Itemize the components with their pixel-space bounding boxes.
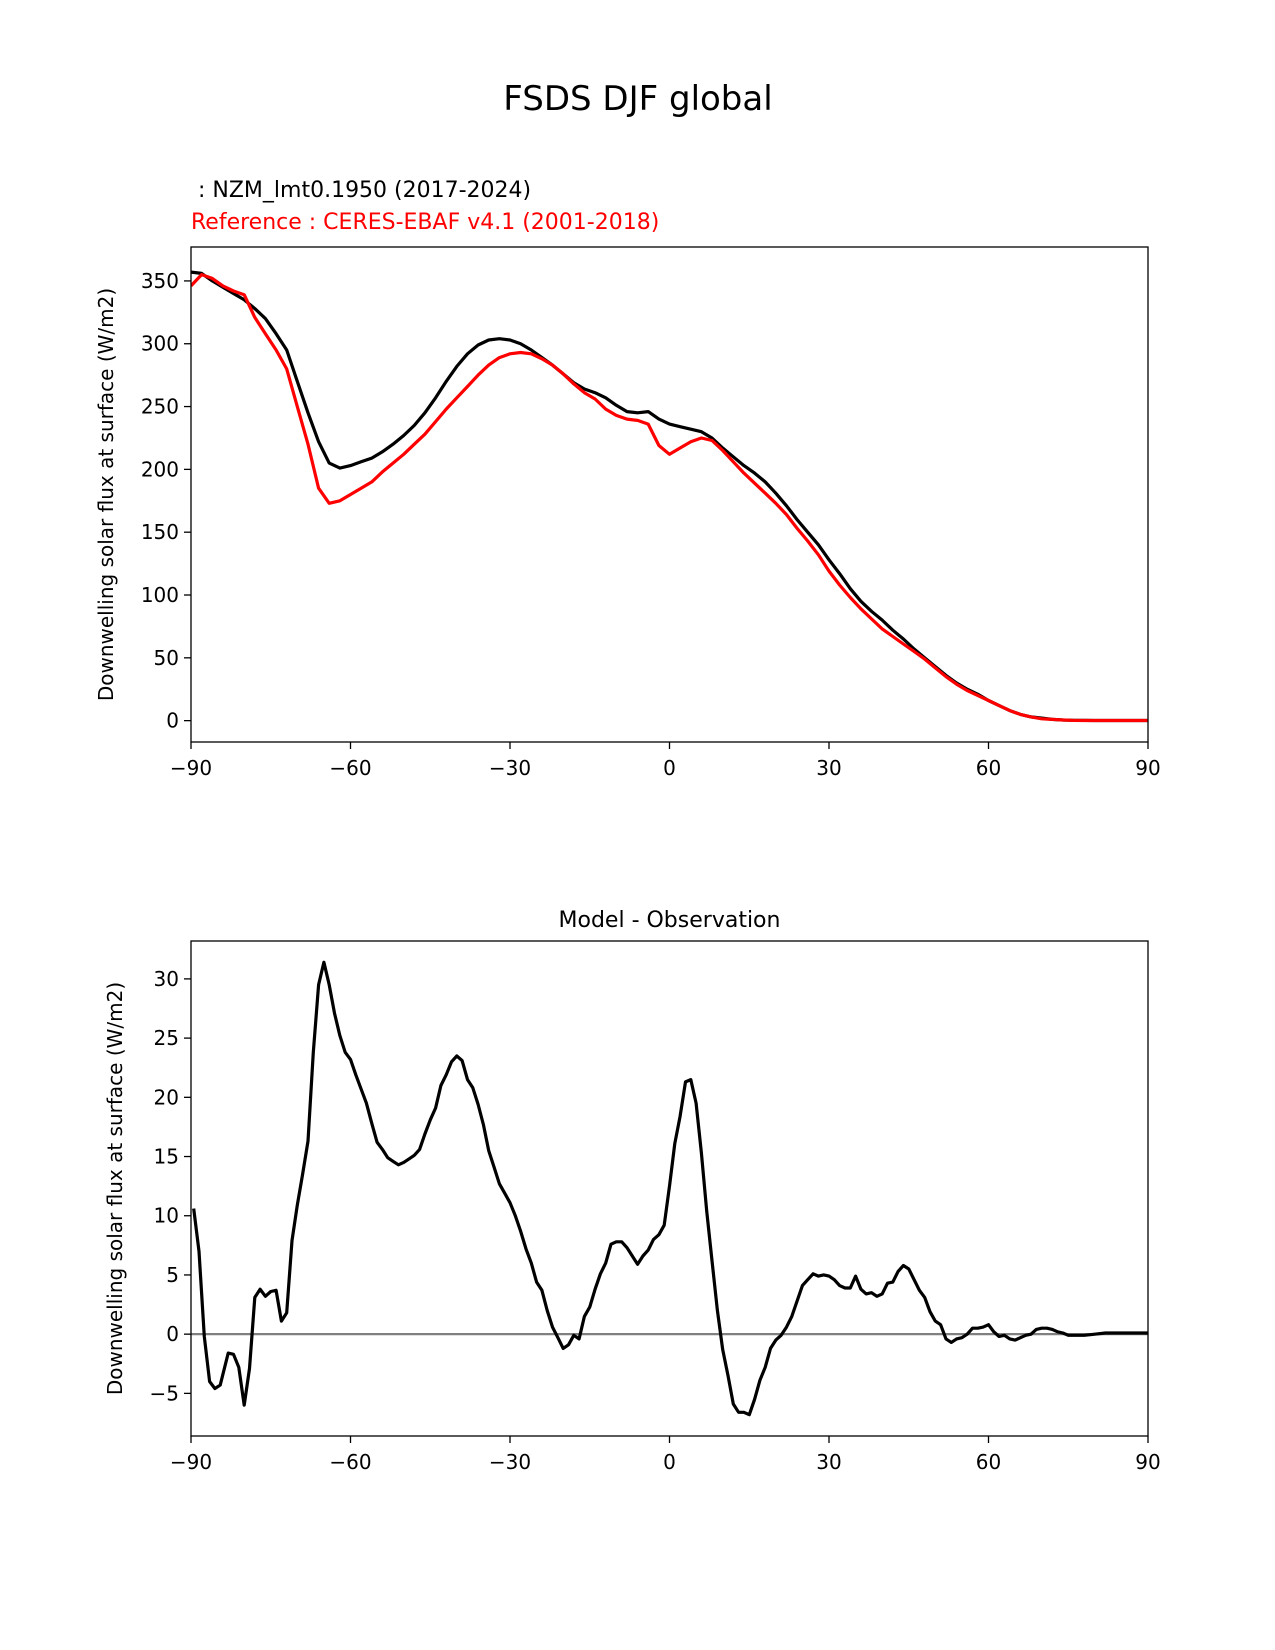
series-line-ceres-ebaf-v4-1-2001-2018- bbox=[191, 273, 1148, 723]
y-tick-label: 0 bbox=[166, 1322, 179, 1346]
y-tick-label: 50 bbox=[154, 646, 179, 670]
x-tick-label: −60 bbox=[329, 756, 371, 780]
y-axis-label: Downwelling solar flux at surface (W/m2) bbox=[94, 288, 118, 701]
x-tick-label: 30 bbox=[816, 1450, 841, 1474]
x-tick-label: −90 bbox=[170, 1450, 212, 1474]
y-tick-label: 25 bbox=[154, 1026, 179, 1050]
x-tick-label: −30 bbox=[489, 756, 531, 780]
x-tick-label: 30 bbox=[816, 756, 841, 780]
figure-title: FSDS DJF global bbox=[503, 79, 772, 119]
y-tick-label: 20 bbox=[154, 1085, 179, 1109]
y-tick-label: 10 bbox=[154, 1204, 179, 1228]
x-tick-label: −90 bbox=[170, 756, 212, 780]
x-tick-label: 60 bbox=[976, 1450, 1001, 1474]
y-tick-label: −5 bbox=[150, 1381, 179, 1405]
y-tick-label: 30 bbox=[154, 967, 179, 991]
model-label: : NZM_lmt0.1950 (2017-2024) bbox=[191, 178, 531, 203]
axes-frame bbox=[190, 246, 1149, 743]
y-tick-label: 250 bbox=[141, 395, 179, 419]
y-tick-label: 100 bbox=[141, 583, 179, 607]
y-tick-label: 200 bbox=[141, 457, 179, 481]
y-axis-label: Downwelling solar flux at surface (W/m2) bbox=[103, 982, 127, 1395]
series-line-model-observation bbox=[192, 960, 1148, 1417]
series-line-nzm-lmt0-1950-2017-2024- bbox=[191, 270, 1148, 723]
x-tick-label: 0 bbox=[663, 756, 676, 780]
x-tick-label: 0 bbox=[663, 1450, 676, 1474]
difference-plot: Model - Observation −90 −60 −30 0 30 60 90 −5 0 5 1… bbox=[103, 908, 1161, 1474]
x-tick-label: 90 bbox=[1135, 756, 1160, 780]
y-tick-label: 0 bbox=[166, 709, 179, 733]
y-tick-label: 350 bbox=[141, 269, 179, 293]
y-tick-label: 150 bbox=[141, 520, 179, 544]
y-tick-label: 15 bbox=[154, 1145, 179, 1169]
x-tick-label: 90 bbox=[1135, 1450, 1160, 1474]
y-tick-label: 300 bbox=[141, 332, 179, 356]
top-plot: −90 −60 −30 0 30 60 90 0 50 100 150 200 250 300 350 Dow… bbox=[94, 246, 1161, 780]
x-tick-label: 60 bbox=[976, 756, 1001, 780]
reference-label: Reference : CERES-EBAF v4.1 (2001-2018) bbox=[191, 210, 659, 235]
y-tick-label: 5 bbox=[166, 1263, 179, 1287]
x-tick-label: −60 bbox=[329, 1450, 371, 1474]
subplot-title: Model - Observation bbox=[559, 908, 781, 933]
x-tick-label: −30 bbox=[489, 1450, 531, 1474]
